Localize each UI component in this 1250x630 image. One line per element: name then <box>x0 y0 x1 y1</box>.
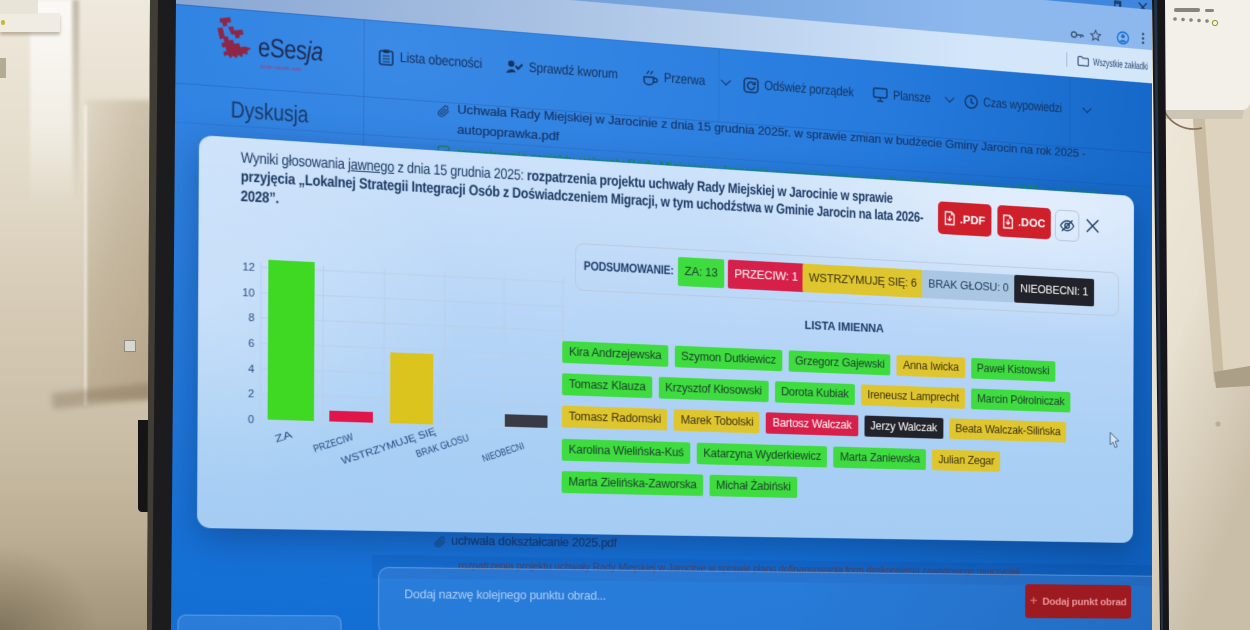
svg-text:PRZECIW: PRZECIW <box>312 432 356 456</box>
svg-text:6: 6 <box>248 338 254 350</box>
svg-text:2: 2 <box>248 389 254 401</box>
svg-text:4: 4 <box>248 364 254 376</box>
svg-text:NIEOBECNI: NIEOBECNI <box>481 441 526 465</box>
svg-text:0: 0 <box>248 414 254 426</box>
svg-text:12: 12 <box>242 262 255 274</box>
svg-text:ZA: ZA <box>273 429 294 445</box>
svg-text:8: 8 <box>248 313 254 325</box>
svg-text:10: 10 <box>242 287 255 299</box>
